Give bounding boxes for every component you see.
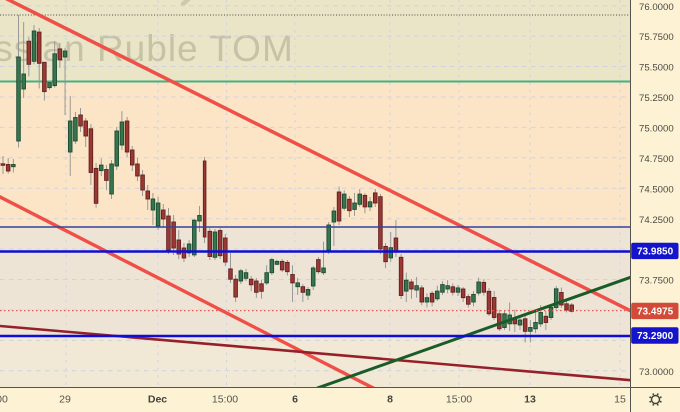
- svg-text:6: 6: [292, 394, 298, 406]
- svg-text:73.9850: 73.9850: [637, 247, 674, 258]
- svg-text:15:00: 15:00: [446, 394, 472, 406]
- svg-text:15:00: 15:00: [212, 394, 238, 406]
- svg-text:74.2500: 74.2500: [639, 215, 674, 226]
- svg-text:76.0000: 76.0000: [639, 2, 674, 13]
- svg-text:74.7500: 74.7500: [639, 154, 674, 165]
- svg-text:15: 15: [614, 394, 626, 406]
- svg-text:Russian Ruble TOM: Russian Ruble TOM: [0, 28, 294, 69]
- svg-text:8: 8: [387, 394, 393, 406]
- svg-text:73.0000: 73.0000: [639, 367, 674, 378]
- svg-text:13: 13: [524, 394, 536, 406]
- svg-text:Dec: Dec: [148, 394, 167, 406]
- svg-text:29: 29: [59, 394, 71, 406]
- svg-text:75.2500: 75.2500: [639, 93, 674, 104]
- svg-text:73.7500: 73.7500: [639, 276, 674, 287]
- svg-text:75.7500: 75.7500: [639, 32, 674, 43]
- svg-text:75.5000: 75.5000: [639, 63, 674, 74]
- svg-text:74.5000: 74.5000: [639, 184, 674, 195]
- svg-text:73.4975: 73.4975: [637, 307, 674, 318]
- svg-text:00: 00: [0, 394, 8, 406]
- svg-text:73.2900: 73.2900: [637, 331, 674, 342]
- svg-text:75.0000: 75.0000: [639, 124, 674, 135]
